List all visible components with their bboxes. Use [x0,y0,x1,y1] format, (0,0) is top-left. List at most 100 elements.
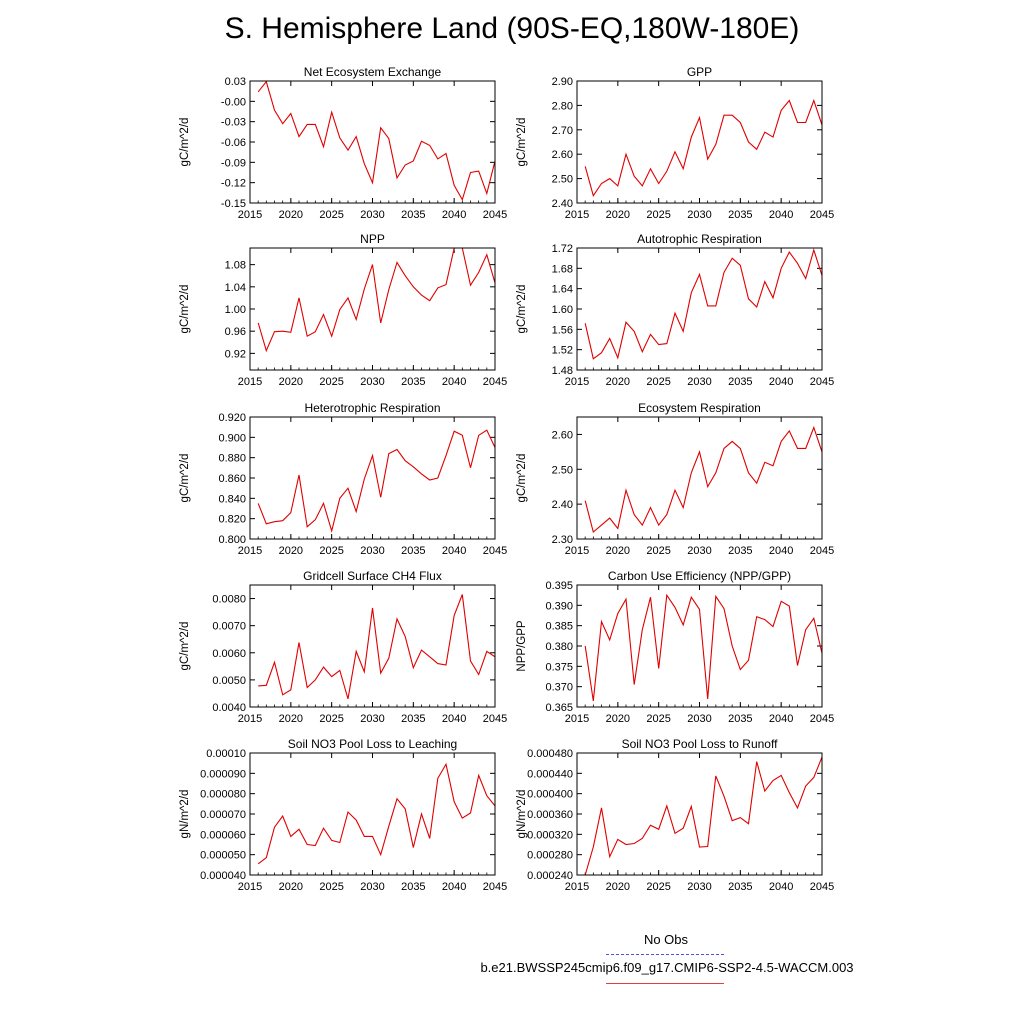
plot-frame [576,247,823,371]
x-tick-label: 2015 [565,881,589,893]
x-tick-label: 2030 [360,545,384,557]
series-line [258,594,495,700]
x-tick-label: 2035 [728,881,752,893]
series-line [257,762,495,865]
x-tick-label: 2015 [238,881,262,893]
y-axis-label: gN/m^2/d [516,790,528,839]
panel-title: Carbon Use Efficiency (NPP/GPP) [608,569,791,583]
x-tick-label: 2045 [483,713,507,725]
panel-title: Autotrophic Respiration [637,232,762,246]
y-tick-label: 0.920 [218,412,246,424]
y-tick-label: 0.000480 [527,748,573,760]
x-tick-label: 2020 [606,209,630,221]
x-tick-label: 2045 [483,209,507,221]
panel-3: NPP gC/m^2/d 2015 2020 2025 2030 2035 2040 2045 1… [179,232,507,388]
x-tick-label: 2025 [319,713,343,725]
plot-frame [576,416,823,540]
y-tick-label: 0.00010 [206,748,246,760]
x-tick-label: 2035 [401,376,425,388]
series-line [257,80,495,201]
y-tick-label: -0.12 [221,178,246,190]
x-tick-label: 2040 [769,545,793,557]
y-tick-label: 0.390 [545,600,573,612]
y-tick-label: 0.000040 [200,870,246,882]
x-tick-label: 2045 [810,209,834,221]
y-axis-label: gC/m^2/d [516,118,528,167]
x-tick-label: 2015 [238,545,262,557]
x-tick-label: 2030 [687,376,711,388]
x-tick-label: 2045 [483,376,507,388]
y-tick-label: 0.370 [545,682,573,694]
y-tick-label: 0.96 [225,326,246,338]
y-tick-label: 0.0050 [212,675,246,687]
panel-6: Ecosystem Respiration gC/m^2/d 2015 2020 202… [516,401,834,557]
x-tick-label: 2040 [442,376,466,388]
x-tick-label: 2015 [238,209,262,221]
y-tick-label: 2.60 [552,149,573,161]
y-tick-label: 1.60 [552,304,573,316]
legend-run-line [606,983,724,984]
x-tick-label: 2035 [728,713,752,725]
y-tick-label: 0.800 [218,534,246,546]
y-tick-label: 0.000400 [527,789,573,801]
y-tick-label: 0.380 [545,641,573,653]
x-tick-label: 2040 [442,881,466,893]
y-axis-label: gC/m^2/d [179,118,191,167]
y-tick-label: 0.860 [218,473,246,485]
series-line [257,429,495,533]
y-tick-label: 0.000320 [527,829,573,841]
panel-9: Soil NO3 Pool Loss to Leaching gN/m^2/d 20… [179,737,507,893]
y-axis-label: gC/m^2/d [179,285,191,334]
y-tick-label: 0.000090 [200,768,246,780]
x-tick-label: 2025 [319,209,343,221]
plot-frame [576,80,823,204]
y-tick-label: -0.15 [221,198,246,210]
panel-7: Gridcell Surface CH4 Flux gC/m^2/d 2015 202… [179,569,507,725]
y-tick-label: 0.000360 [527,809,573,821]
x-tick-label: 2015 [565,376,589,388]
y-tick-label: -0.09 [221,157,246,169]
panel-title: Heterotrophic Respiration [304,401,440,415]
x-tick-label: 2030 [360,209,384,221]
y-tick-label: 2.40 [552,198,573,210]
y-tick-label: 0.900 [218,432,246,444]
y-tick-label: 2.90 [552,76,573,88]
y-tick-label: 2.60 [552,429,573,441]
panel-title: Net Ecosystem Exchange [304,65,442,79]
y-tick-label: 0.840 [218,493,246,505]
y-tick-label: 1.56 [552,324,573,336]
x-tick-label: 2020 [279,209,303,221]
y-tick-label: 2.30 [552,534,573,546]
y-tick-label: 1.00 [225,304,246,316]
y-tick-label: 2.40 [552,499,573,511]
y-tick-label: 0.0060 [212,648,246,660]
x-tick-label: 2020 [606,713,630,725]
series-line [584,248,822,360]
y-tick-label: 0.92 [225,348,246,360]
y-tick-label: 0.000060 [200,829,246,841]
plot-frame [249,80,496,204]
y-tick-label: 0.395 [545,580,573,592]
y-tick-label: 0.0070 [212,621,246,633]
panel-5: Heterotrophic Respiration gC/m^2/d 2015 202… [179,401,507,557]
x-tick-label: 2040 [442,713,466,725]
x-tick-label: 2015 [565,545,589,557]
plot-frame [576,584,823,708]
y-tick-label: 2.50 [552,464,573,476]
x-tick-label: 2030 [360,713,384,725]
x-tick-label: 2020 [606,545,630,557]
y-tick-label: 0.000440 [527,768,573,780]
y-tick-label: 1.08 [225,260,246,272]
x-tick-label: 2040 [442,545,466,557]
x-tick-label: 2035 [401,713,425,725]
y-tick-label: 1.68 [552,263,573,275]
x-tick-label: 2045 [810,881,834,893]
x-tick-label: 2035 [728,545,752,557]
series-line [584,98,822,198]
x-tick-label: 2025 [646,713,670,725]
x-tick-label: 2035 [401,881,425,893]
y-tick-label: 0.365 [545,702,573,714]
y-tick-label: 0.000080 [200,789,246,801]
y-tick-label: 0.820 [218,514,246,526]
x-tick-label: 2025 [319,545,343,557]
